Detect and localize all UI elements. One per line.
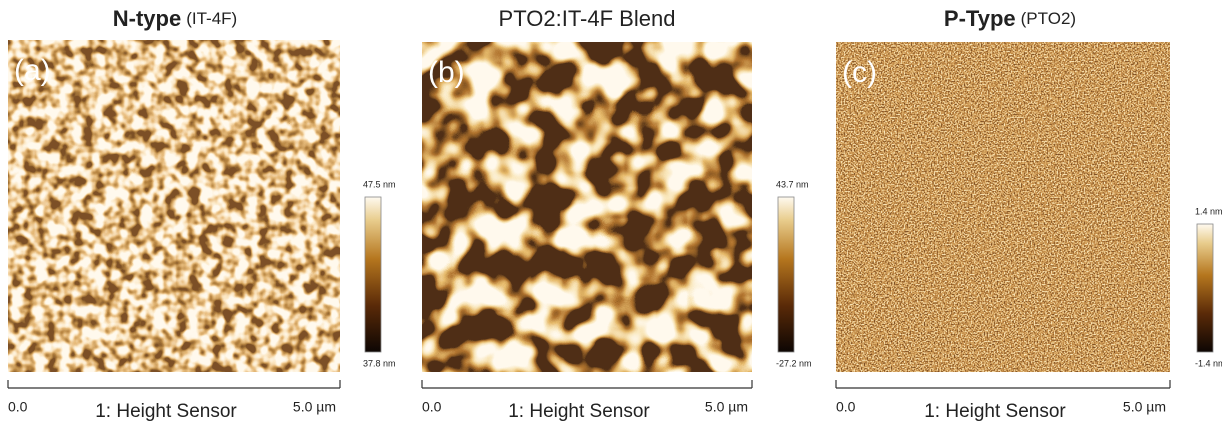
title-part: (IT-4F) [186,9,237,28]
scale-start: 0.0 [836,399,856,415]
scale-start: 0.0 [8,399,28,415]
colorbar-min: -1.4 nm [1195,358,1222,368]
panel-label: (b) [428,56,465,89]
title-part: P-Type [944,6,1016,31]
colorbar-max: 47.5 nm [363,179,396,189]
scale-start: 0.0 [422,399,442,415]
panel-title: P-Type (PTO2) [944,6,1076,31]
panel-title: PTO2:IT-4F Blend [499,6,676,31]
scale-end: 5.0 µm [705,399,748,415]
colorbar-min: 37.8 nm [363,358,396,368]
scale-caption: 1: Height Sensor [95,401,237,422]
afm-image [422,42,752,372]
colorbar [1196,223,1214,353]
panel-title: N-type (IT-4F) [113,6,237,31]
title-part: (PTO2) [1021,9,1076,28]
panel-label: (c) [842,56,877,89]
panel-label: (a) [14,54,51,87]
colorbar [364,196,382,353]
scale-caption: 1: Height Sensor [508,401,650,422]
afm-image [836,42,1170,372]
colorbar-min: -27.2 nm [776,358,812,368]
title-part: N-type [113,6,181,31]
scale-caption: 1: Height Sensor [924,401,1066,422]
colorbar-max: 1.4 nm [1195,206,1222,216]
colorbar [777,196,795,353]
scale-end: 5.0 µm [1123,399,1166,415]
scale-end: 5.0 µm [293,399,336,415]
title-part: PTO2:IT-4F Blend [499,6,676,31]
colorbar-max: 43.7 nm [776,179,809,189]
afm-image [8,40,340,372]
